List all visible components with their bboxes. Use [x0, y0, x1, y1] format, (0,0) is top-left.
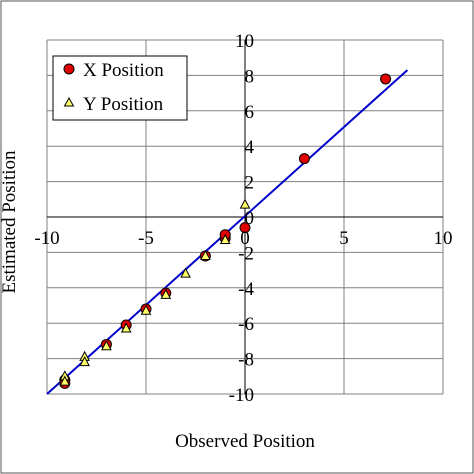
y-position-point: [200, 249, 211, 260]
y-tick-label: -8: [238, 350, 254, 371]
y-position-point: [140, 304, 152, 315]
y-position-point: [120, 322, 132, 333]
y-tick-label: 4: [245, 137, 255, 158]
y-tick-label: -4: [238, 279, 254, 300]
legend-box: [52, 55, 188, 121]
x-tick-label: -10: [34, 228, 59, 249]
y-tick-label: -10: [229, 385, 254, 406]
y-tick-label: 2: [245, 173, 255, 194]
y-tick-label: 0: [245, 208, 255, 229]
x-tick-label: 10: [434, 228, 453, 249]
y-position-point: [239, 198, 251, 209]
x-position-point: [298, 153, 310, 165]
x-tick-label: 0: [240, 228, 250, 249]
y-tick-label: -6: [238, 314, 254, 335]
y-axis-title: Estimated Position: [0, 150, 20, 294]
x-position-point: [239, 222, 251, 234]
y-tick-label: 10: [235, 31, 254, 52]
legend-marker-y-position: [63, 96, 75, 107]
data-points: [59, 73, 392, 389]
y-position-point: [79, 356, 90, 367]
x-position-point: [380, 73, 392, 85]
x-tick-label: -5: [138, 228, 154, 249]
x-tick-label: 5: [339, 228, 349, 249]
y-tick-label: 8: [245, 66, 255, 87]
legend-marker-x-position: [63, 63, 75, 75]
y-position-point: [59, 375, 71, 386]
y-tick-label: 6: [245, 102, 255, 123]
legend-label-x-position: X Position: [83, 60, 164, 81]
legend: X Position Y Position: [52, 55, 188, 121]
y-position-point: [160, 288, 172, 299]
y-position-point: [180, 267, 191, 278]
y-position-point: [219, 233, 231, 245]
y-position-point: [101, 340, 112, 351]
y-tick-label: -2: [238, 243, 254, 264]
x-axis-title: Observed Position: [175, 431, 315, 452]
legend-label-y-position: Y Position: [83, 94, 164, 115]
